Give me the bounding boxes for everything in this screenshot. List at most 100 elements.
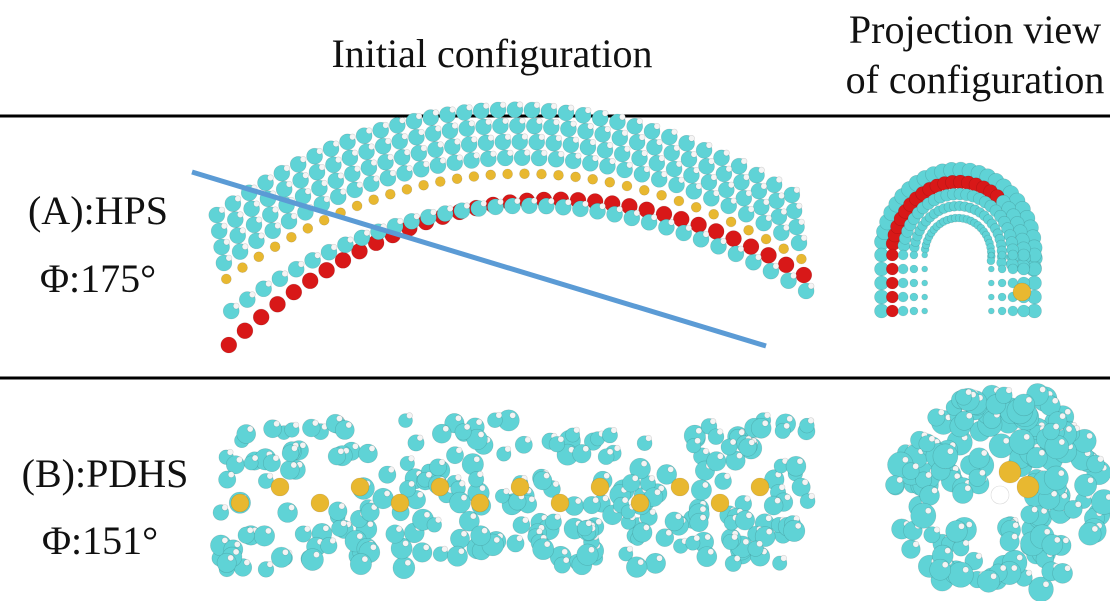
atom [449, 492, 470, 513]
atom [762, 420, 768, 426]
atom [370, 544, 376, 550]
atom [627, 162, 633, 168]
atom [654, 123, 660, 129]
atom [657, 190, 667, 200]
atom [945, 548, 951, 554]
atom [934, 527, 940, 533]
atom [236, 457, 242, 463]
atom [247, 426, 253, 432]
atom [319, 262, 335, 278]
atom [922, 280, 928, 286]
atom [691, 151, 697, 157]
atom [761, 234, 771, 244]
atom [1006, 387, 1012, 393]
atom [455, 415, 461, 421]
atom [709, 209, 719, 219]
atom [673, 211, 689, 227]
atom [643, 525, 649, 531]
atom [520, 169, 530, 179]
atom [455, 475, 461, 481]
atom [407, 165, 413, 171]
atom [910, 265, 918, 273]
atom [324, 196, 330, 202]
atom [292, 445, 298, 451]
atom [1074, 474, 1096, 496]
atom [234, 541, 240, 547]
atom [314, 552, 320, 558]
atom [536, 118, 542, 124]
atom [338, 448, 344, 454]
atom [646, 435, 652, 441]
atom [373, 176, 379, 182]
atom [421, 145, 427, 151]
atom [761, 247, 777, 263]
atom [244, 560, 250, 566]
atom [1060, 413, 1066, 419]
atom [779, 244, 789, 254]
atom [330, 538, 336, 544]
atom [226, 255, 232, 261]
atom [399, 117, 405, 123]
atom [645, 553, 665, 573]
atom [505, 446, 511, 452]
atom [293, 422, 299, 428]
atom [271, 547, 291, 567]
atom [779, 193, 785, 199]
atom [657, 555, 663, 561]
atom [786, 456, 806, 476]
atom [271, 478, 289, 496]
atom [439, 459, 445, 465]
atom [728, 182, 734, 188]
atom [383, 122, 389, 128]
atom [910, 279, 918, 287]
atom [272, 207, 278, 213]
atom [1088, 477, 1094, 483]
column-header: of configuration [846, 57, 1105, 102]
atom [674, 196, 684, 206]
atom [734, 556, 740, 562]
atom [585, 107, 591, 113]
atom [641, 461, 647, 467]
atom [627, 546, 633, 552]
atom [459, 481, 465, 487]
atom [450, 107, 456, 113]
atom [925, 508, 931, 514]
atom [302, 273, 318, 289]
atom [808, 418, 814, 424]
atom [510, 412, 516, 418]
atom [1013, 394, 1035, 416]
atom [367, 521, 373, 527]
atom [486, 119, 492, 125]
atom [588, 123, 594, 129]
atom [321, 180, 327, 186]
atom [537, 169, 547, 179]
atom [948, 562, 973, 587]
atom [732, 534, 738, 540]
atom [315, 252, 321, 258]
atom [605, 177, 615, 187]
atom [614, 445, 620, 451]
column-header: Initial configuration [331, 31, 652, 76]
atom [517, 102, 523, 108]
atom [423, 161, 429, 167]
atom [998, 279, 1006, 287]
atom [228, 555, 234, 561]
atom [633, 523, 652, 542]
atom [637, 118, 643, 124]
atom [423, 544, 429, 550]
atom [494, 537, 500, 543]
atom [471, 494, 489, 512]
atom [412, 543, 432, 563]
atom [1044, 466, 1068, 490]
atom [289, 505, 295, 511]
atom [977, 570, 999, 592]
atom [1065, 565, 1071, 571]
atom [373, 488, 394, 509]
atom [396, 526, 402, 532]
atom [435, 517, 441, 523]
atom [693, 167, 699, 173]
atom [886, 291, 898, 303]
atom [748, 206, 754, 212]
atom [910, 307, 918, 315]
atom [981, 450, 987, 456]
